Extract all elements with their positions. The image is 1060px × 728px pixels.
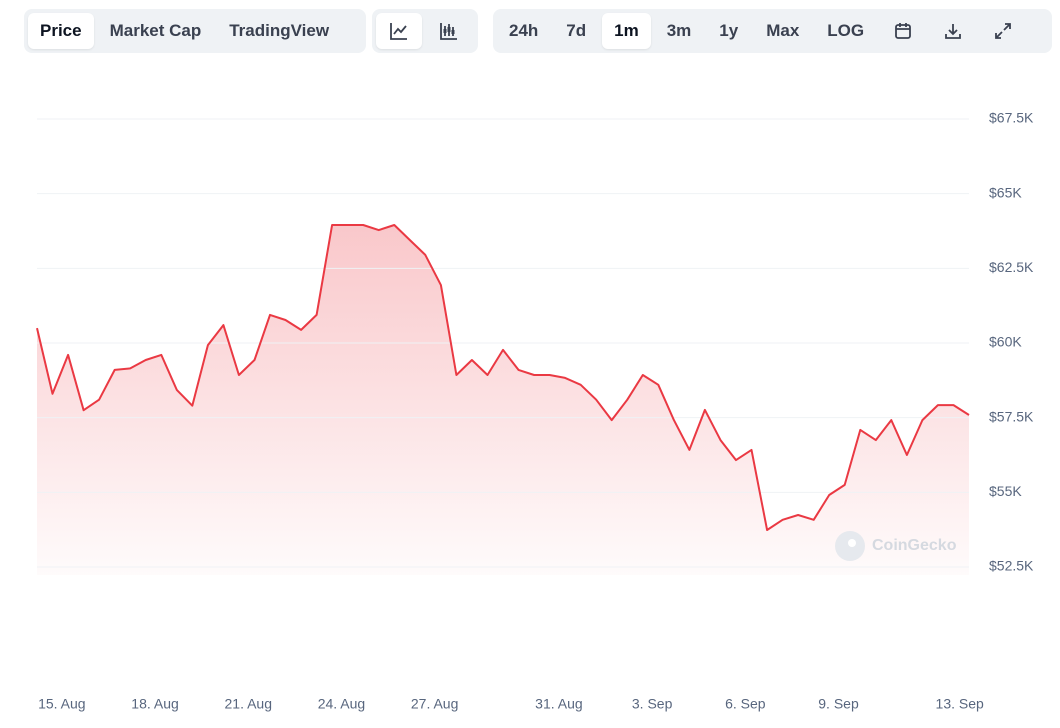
price-line xyxy=(36,224,970,531)
x-tick-label: 3. Sep xyxy=(632,696,673,712)
calendar-button[interactable] xyxy=(880,13,926,49)
y-tick-label: $52.5K xyxy=(989,558,1034,574)
x-tick-label: 27. Aug xyxy=(411,696,459,712)
y-tick-label: $62.5K xyxy=(989,259,1034,275)
range-button[interactable]: Max xyxy=(766,21,800,40)
chart-style-tabs xyxy=(372,9,478,53)
x-tick-label: 18. Aug xyxy=(131,696,179,712)
icon xyxy=(440,23,457,40)
x-tick-label: 6. Sep xyxy=(725,696,766,712)
range-button[interactable]: 24h xyxy=(509,21,539,40)
x-tick-label: 15. Aug xyxy=(38,696,86,712)
y-tick-label: $55K xyxy=(989,483,1022,499)
range-button[interactable]: 7d xyxy=(566,21,587,40)
range-button[interactable]: 1y xyxy=(719,21,739,40)
line-chart-button[interactable] xyxy=(376,13,422,49)
range-tabs: 24h 7d 1m 3m 1y Max LOG xyxy=(493,9,1052,53)
icon xyxy=(390,23,407,40)
candle-chart-button[interactable] xyxy=(426,13,472,49)
x-tick-label: 24. Aug xyxy=(318,696,366,712)
fullscreen-button[interactable] xyxy=(980,13,1026,49)
watermark-text: CoinGecko xyxy=(872,537,957,554)
y-tick-label: $65K xyxy=(989,184,1022,200)
x-tick-label: 21. Aug xyxy=(225,696,273,712)
range-button[interactable]: 3m xyxy=(666,21,692,40)
watermark: CoinGecko xyxy=(835,531,957,561)
y-tick-label: $67.5K xyxy=(989,110,1034,126)
download-button[interactable] xyxy=(930,13,976,49)
tab[interactable]: Price xyxy=(28,13,94,49)
y-tick-label: $60K xyxy=(989,334,1022,350)
range-button[interactable]: 1m xyxy=(602,13,651,49)
view-tabs: Price Market Cap TradingView xyxy=(24,9,366,53)
icon xyxy=(995,23,1012,39)
tab[interactable]: TradingView xyxy=(229,21,330,40)
icon xyxy=(895,23,912,39)
tab[interactable]: Market Cap xyxy=(109,21,202,40)
x-tick-label: 31. Aug xyxy=(535,696,583,712)
x-tick-label: 13. Sep xyxy=(936,696,984,712)
area-fill xyxy=(37,225,969,575)
y-tick-label: $57.5K xyxy=(989,408,1034,424)
x-tick-label: 9. Sep xyxy=(818,696,859,712)
range-button[interactable]: LOG xyxy=(827,21,865,40)
icon xyxy=(945,24,962,39)
